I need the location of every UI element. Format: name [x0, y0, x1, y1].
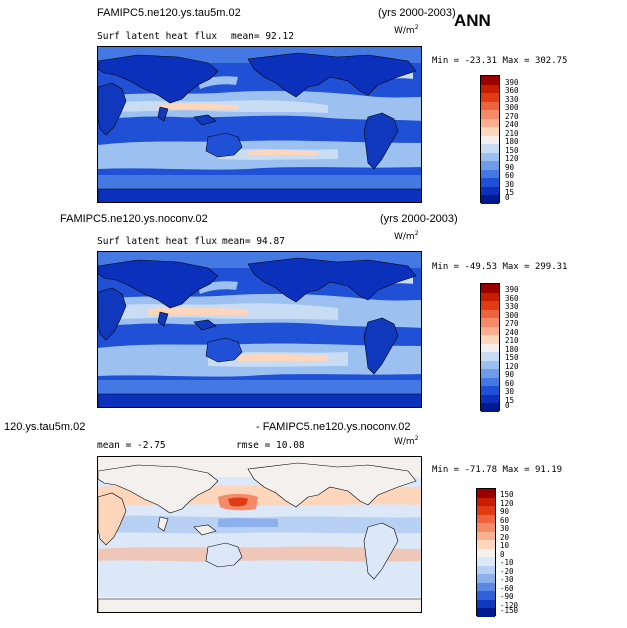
colorbar-tick: 60 [500, 516, 510, 525]
panel2-minmax: Min = -49.53 Max = 299.31 [432, 262, 568, 272]
panel1-minmax: Min = -23.31 Max = 302.75 [432, 56, 568, 66]
colorbar-tick: 0 [505, 401, 510, 410]
colorbar-tick: 210 [505, 336, 519, 345]
panel1-years: (yrs 2000-2003) [378, 7, 456, 19]
colorbar-tick: 90 [505, 163, 515, 172]
colorbar-tick: 30 [505, 387, 515, 396]
panel1-map [97, 46, 422, 203]
panel3-mean: mean = -2.75 [97, 440, 166, 451]
colorbar-tick: -120 [500, 601, 519, 610]
colorbar-tick: 180 [505, 345, 519, 354]
panel1-case-title: FAMIPC5.ne120.ys.tau5m.02 [97, 7, 241, 19]
colorbar-tick: 30 [505, 180, 515, 189]
colorbar-tick: 390 [505, 78, 519, 87]
colorbar-tick: 120 [500, 499, 514, 508]
colorbar-tick: 270 [505, 319, 519, 328]
colorbar-tick: 0 [500, 550, 505, 559]
colorbar-tick: -10 [500, 558, 514, 567]
colorbar-tick: 210 [505, 129, 519, 138]
season-label: ANN [454, 11, 491, 30]
colorbar-tick: 390 [505, 285, 519, 294]
panel1-units: W/m2 [394, 24, 419, 36]
panel2-map [97, 251, 422, 408]
colorbar-tick: 300 [505, 103, 519, 112]
panel3-case-left: 120.ys.tau5m.02 [4, 421, 86, 433]
panel3-minmax: Min = -71.78 Max = 91.19 [432, 465, 563, 475]
colorbar-tick: 30 [500, 524, 510, 533]
colorbar-tick: 360 [505, 294, 519, 303]
panel3-map [97, 456, 422, 613]
panel2-years: (yrs 2000-2003) [380, 213, 458, 225]
panel2-colorbar [480, 283, 500, 412]
colorbar-tick: -20 [500, 567, 514, 576]
colorbar-tick: 150 [505, 353, 519, 362]
colorbar-tick: 20 [500, 533, 510, 542]
colorbar-tick: 60 [505, 379, 515, 388]
colorbar-tick: 10 [500, 541, 510, 550]
colorbar-tick: 15 [505, 396, 515, 405]
colorbar-tick: 240 [505, 328, 519, 337]
colorbar-tick: 150 [505, 146, 519, 155]
panel3-case-right: - FAMIPC5.ne120.ys.noconv.02 [256, 421, 411, 433]
colorbar-tick: 0 [505, 193, 510, 202]
panel3-rmse: rmse = 10.08 [236, 440, 305, 451]
panel2-mean: mean= 94.87 [222, 236, 285, 247]
colorbar-tick: 120 [505, 154, 519, 163]
colorbar-tick: 15 [505, 188, 515, 197]
panel2-variable: Surf latent heat flux [97, 236, 218, 247]
panel1-mean: mean= 92.12 [231, 31, 294, 42]
panel1-colorbar [480, 75, 500, 204]
colorbar-tick: -60 [500, 584, 514, 593]
colorbar-tick: 270 [505, 112, 519, 121]
colorbar-tick: 180 [505, 137, 519, 146]
colorbar-tick: 90 [500, 507, 510, 516]
colorbar-tick: -150 [500, 606, 519, 615]
colorbar-tick: -90 [500, 592, 514, 601]
colorbar-tick: 60 [505, 171, 515, 180]
panel1-variable: Surf latent heat flux [97, 31, 218, 42]
panel2-units: W/m2 [394, 230, 419, 242]
colorbar-tick: 240 [505, 120, 519, 129]
panel2-case-title: FAMIPC5.ne120.ys.noconv.02 [60, 213, 208, 225]
colorbar-tick: 360 [505, 86, 519, 95]
colorbar-tick: 330 [505, 302, 519, 311]
colorbar-tick: 120 [505, 362, 519, 371]
colorbar-tick: 90 [505, 370, 515, 379]
colorbar-tick: -30 [500, 575, 514, 584]
colorbar-tick: 330 [505, 95, 519, 104]
colorbar-tick: 300 [505, 311, 519, 320]
panel3-colorbar [476, 488, 496, 617]
colorbar-tick: 150 [500, 490, 514, 499]
panel3-units: W/m2 [394, 435, 419, 447]
